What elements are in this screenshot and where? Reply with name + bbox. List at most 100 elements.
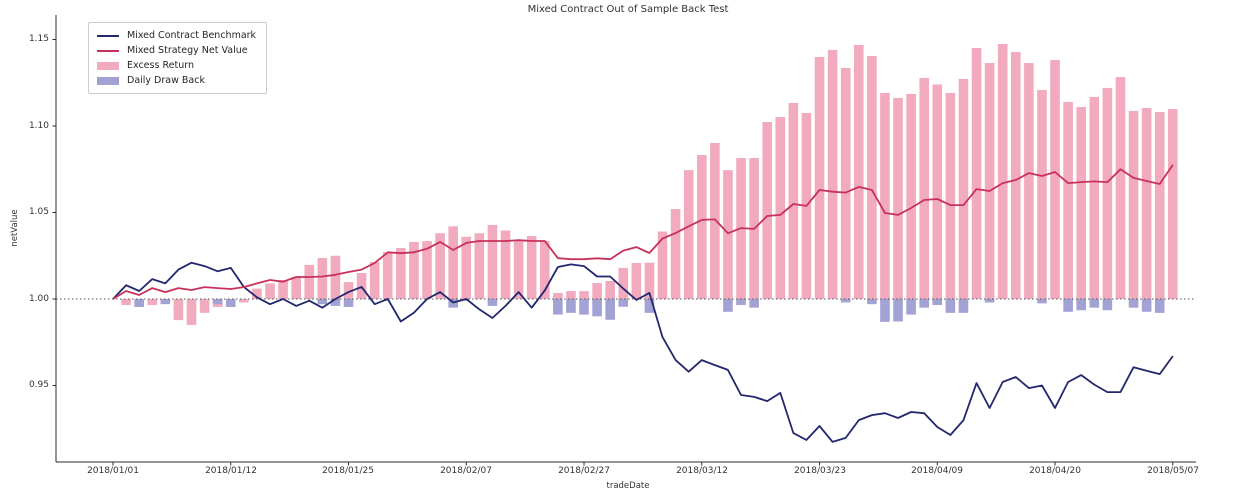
excess-return-bar: [1063, 101, 1073, 299]
excess-return-bar: [775, 117, 786, 299]
excess-return-bar: [814, 56, 825, 300]
x-tick-20180323: 2018/03/23: [794, 466, 846, 476]
excess-return-bar: [644, 262, 655, 299]
excess-return-bar: [500, 230, 511, 299]
daily-draw-back-bar: [317, 299, 328, 305]
daily-draw-back-bar: [160, 299, 171, 305]
excess-return-bar: [474, 233, 485, 299]
excess-return-bar: [409, 241, 419, 299]
excess-return-bar: [539, 241, 550, 299]
daily-draw-back-bar: [592, 299, 602, 317]
excess-return-bar: [945, 92, 956, 299]
excess-return-bar: [710, 142, 720, 299]
strategy-line-swatch: [97, 49, 119, 52]
excess-return-bar: [696, 155, 707, 299]
excess-return-bar: [265, 283, 275, 299]
daily-draw-back-swatch: [97, 76, 119, 85]
excess-return-bar: [618, 267, 629, 299]
y-tick-1.00: 1.00: [28, 294, 49, 304]
daily-draw-back-bar: [579, 299, 589, 315]
excess-return-bar: [513, 241, 524, 299]
legend-label: Mixed Contract Benchmark: [127, 30, 257, 41]
excess-return-bar: [1076, 106, 1087, 299]
excess-return-bar: [880, 92, 890, 299]
excess-return-bar: [893, 97, 903, 299]
daily-draw-back-bar: [893, 299, 903, 322]
daily-draw-back-bar: [212, 299, 223, 305]
x-tick-20180420: 2018/04/20: [1029, 466, 1081, 476]
excess-return-bar: [788, 102, 799, 299]
legend-label: Mixed Strategy Net Value: [127, 45, 248, 56]
excess-return-bar: [278, 279, 288, 299]
daily-draw-back-bar: [1102, 299, 1113, 311]
excess-return-bar: [435, 233, 445, 299]
y-axis-label: netValue: [10, 209, 20, 247]
excess-return-bar: [553, 292, 563, 299]
daily-draw-back-bar: [749, 299, 759, 308]
excess-return-bar: [631, 263, 642, 299]
excess-return-bar: [1037, 90, 1047, 300]
excess-return-bar: [579, 291, 589, 299]
chart-title: Mixed Contract Out of Sample Back Test: [527, 4, 729, 15]
excess-return-swatch: [97, 61, 119, 70]
daily-draw-back-bar: [343, 299, 354, 307]
excess-return-bar: [199, 299, 210, 313]
daily-draw-back-bar: [1076, 299, 1087, 311]
excess-return-bar: [840, 68, 851, 299]
excess-return-bar: [239, 299, 249, 303]
x-axis-label: tradeDate: [606, 481, 650, 491]
legend-label: Daily Draw Back: [127, 75, 205, 86]
x-tick-20180507: 2018/05/07: [1147, 466, 1199, 476]
daily-draw-back-bar: [723, 299, 733, 312]
excess-return-bar: [1141, 108, 1152, 300]
benchmark-line: [112, 261, 1174, 443]
x-tick-20180227: 2018/02/27: [558, 466, 610, 476]
excess-return-bar: [657, 231, 668, 299]
daily-draw-back-bar: [1063, 299, 1073, 312]
daily-draw-back-bar: [736, 299, 746, 306]
legend: Mixed Contract Benchmark Mixed Strategy …: [88, 22, 268, 94]
daily-draw-back-bar: [958, 299, 969, 313]
excess-return-bar: [461, 236, 472, 299]
y-tick-0.95: 0.95: [28, 380, 49, 390]
excess-return-bar: [762, 122, 772, 299]
daily-draw-back-bar: [134, 299, 144, 307]
daily-draw-back-bar: [984, 299, 995, 303]
daily-draw-back-bar: [1089, 299, 1100, 308]
excess-return-bar: [121, 299, 131, 306]
excess-return-bar: [997, 43, 1008, 299]
x-tick-20180409: 2018/04/09: [911, 466, 963, 476]
excess-return-bar: [971, 47, 982, 299]
legend-item-strategy: Mixed Strategy Net Value: [97, 43, 256, 58]
excess-return-bar: [1168, 109, 1178, 300]
excess-return-bar: [1115, 77, 1126, 299]
excess-return-bar: [396, 247, 406, 299]
excess-return-bar: [984, 63, 995, 299]
daily-draw-back-bar: [1141, 299, 1152, 312]
excess-return-bar: [526, 236, 537, 299]
x-tick-20180112: 2018/01/12: [205, 466, 257, 476]
legend-item-daily-draw-back: Daily Draw Back: [97, 73, 256, 88]
strategy-line: [112, 164, 1174, 300]
excess-return-bar: [186, 299, 197, 325]
y-tick-1.10: 1.10: [28, 121, 49, 131]
excess-return-bar: [369, 261, 380, 299]
excess-return-bar: [173, 299, 184, 321]
excess-return-bar: [853, 45, 864, 300]
daily-draw-back-bar: [1037, 299, 1047, 304]
legend-item-excess-return: Excess Return: [97, 58, 256, 73]
excess-return-bar: [867, 55, 877, 300]
daily-draw-back-bar: [225, 299, 236, 307]
daily-draw-back-bar: [880, 299, 890, 322]
excess-return-bar: [592, 283, 602, 299]
x-tick-20180312: 2018/03/12: [676, 466, 728, 476]
excess-return-bar: [1154, 111, 1165, 299]
x-tick-20180101: 2018/01/01: [87, 466, 139, 476]
excess-return-bar: [827, 49, 838, 299]
daily-draw-back-bar: [906, 299, 916, 315]
daily-draw-back-bar: [618, 299, 629, 307]
excess-return-bar: [958, 78, 969, 299]
excess-return-bar: [566, 291, 576, 299]
x-tick-20180125: 2018/01/25: [322, 466, 374, 476]
